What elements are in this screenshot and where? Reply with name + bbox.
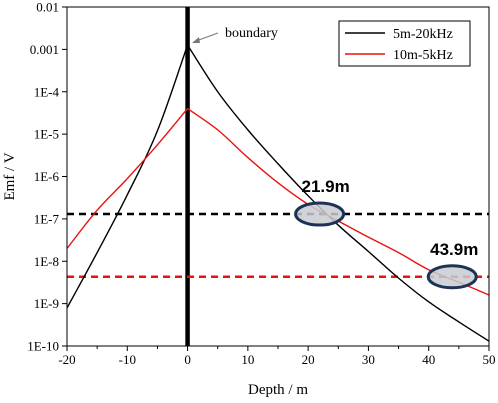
legend: 5m-20kHz 10m-5kHz [338, 20, 471, 67]
marker-label-21-9m: 21.9m [301, 177, 349, 196]
y-tick-label-3: 1E-5 [34, 127, 59, 142]
marker-label-43-9m: 43.9m [430, 240, 478, 259]
series-line-10m-5kHz [66, 107, 490, 296]
legend-label-5m-20khz: 5m-20kHz [393, 27, 453, 42]
x-tick-label-6: 40 [422, 352, 435, 367]
x-tick-label-2: 0 [184, 352, 191, 367]
y-tick-label-7: 1E-9 [34, 296, 59, 311]
marker-labels: 21.9m 43.9m [301, 177, 478, 259]
boundary-annotation: boundary [192, 26, 278, 43]
marker-ellipse-1 [426, 264, 478, 290]
axis-ticks: -20 -10 0 10 20 30 40 50 0.01 0.001 1E-4 1E-5 1E-6 1E… [27, 0, 495, 367]
series-line-5m-20kHz [66, 43, 490, 342]
x-tick-label-1: -10 [119, 352, 136, 367]
y-tick-label-5: 1E-7 [34, 211, 60, 226]
boundary-arrow [195, 32, 219, 42]
x-tick-label-3: 10 [241, 352, 254, 367]
y-tick-label-2: 1E-4 [34, 84, 60, 99]
x-tick-label-7: 50 [483, 352, 496, 367]
boundary-label: boundary [225, 26, 278, 41]
y-tick-label-4: 1E-6 [34, 169, 60, 184]
y-axis-label: Emf / V [2, 152, 18, 200]
y-tick-label-8: 1E-10 [27, 339, 59, 354]
x-tick-label-5: 30 [362, 352, 375, 367]
boundary-arrow-head [192, 37, 200, 43]
marker-ellipse-0 [294, 201, 346, 227]
x-axis-label: Depth / m [248, 382, 308, 398]
x-tick-label-0: -20 [58, 352, 75, 367]
legend-box [338, 20, 471, 67]
y-tick-label-0: 0.01 [36, 0, 59, 15]
y-tick-label-1: 0.001 [30, 42, 59, 57]
legend-label-10m-5khz: 10m-5kHz [393, 48, 453, 63]
x-tick-label-4: 20 [302, 352, 315, 367]
plot-marks [66, 7, 490, 346]
y-tick-label-6: 1E-8 [34, 254, 59, 269]
